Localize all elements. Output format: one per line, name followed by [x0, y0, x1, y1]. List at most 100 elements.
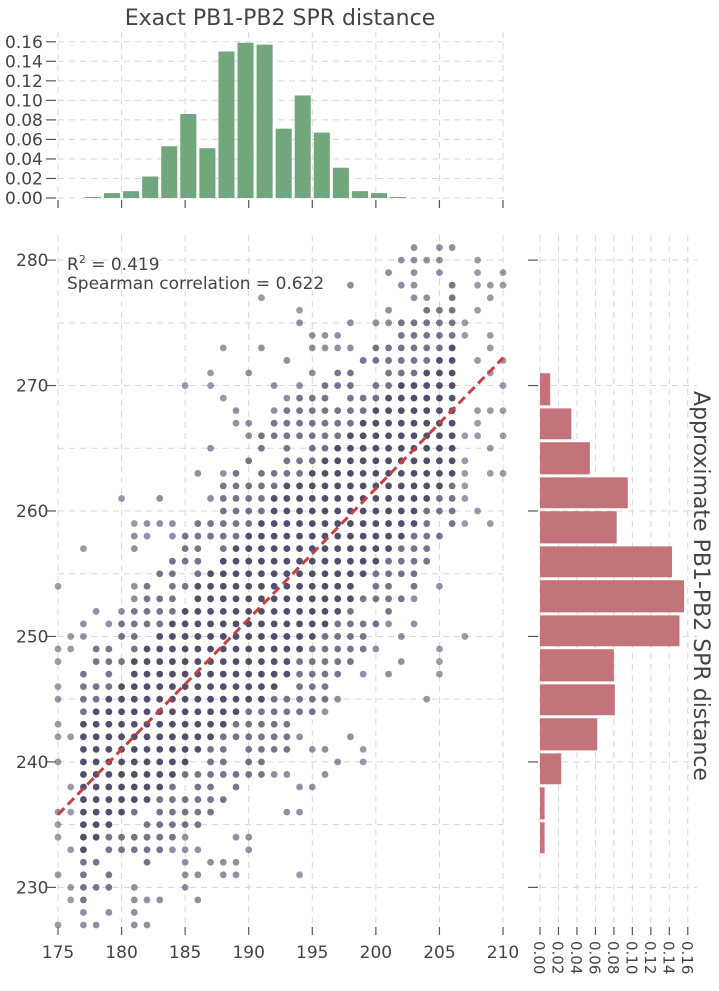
scatter-point — [67, 846, 75, 854]
scatter-point — [308, 645, 316, 653]
scatter-point — [385, 457, 392, 465]
scatter-point — [334, 407, 342, 415]
scatter-point — [232, 570, 240, 578]
scatter-point — [499, 281, 507, 289]
scatter-point — [448, 444, 456, 452]
scatter-point — [283, 545, 291, 553]
scatter-point — [232, 520, 240, 527]
scatter-point — [258, 294, 265, 302]
scatter-point — [232, 495, 240, 502]
scatter-point — [92, 883, 100, 891]
scatter-point — [308, 570, 316, 578]
scatter-point — [359, 745, 367, 753]
scatter-point — [321, 607, 329, 615]
scatter-point — [308, 331, 316, 339]
scatter-point — [270, 695, 278, 703]
scatter-point — [308, 670, 316, 678]
scatter-point — [270, 495, 278, 502]
scatter-point — [54, 720, 62, 728]
scatter-point — [54, 582, 62, 590]
scatter-point — [334, 469, 342, 477]
scatter-point — [219, 708, 227, 716]
scatter-point — [474, 269, 481, 277]
scatter-point — [436, 382, 443, 389]
scatter-point — [245, 645, 253, 653]
right-histogram-bar — [540, 753, 562, 785]
right-x-tick-label: 0.00 — [530, 941, 548, 974]
scatter-point — [105, 796, 113, 803]
scatter-point — [448, 281, 456, 289]
scatter-point — [436, 432, 443, 440]
scatter-point — [296, 457, 303, 465]
scatter-point — [499, 382, 507, 389]
scatter-point — [410, 620, 418, 628]
scatter-point — [130, 645, 138, 653]
scatter-point — [258, 495, 265, 502]
scatter-point — [54, 871, 62, 879]
scatter-point — [80, 771, 87, 778]
scatter-point — [245, 532, 253, 540]
scatter-point — [410, 469, 418, 477]
scatter-point — [130, 532, 138, 540]
right-histogram-bar — [540, 615, 680, 647]
scatter-point — [181, 532, 189, 540]
scatter-point — [283, 394, 291, 402]
scatter-point — [143, 670, 151, 678]
top-histogram-bar — [199, 148, 216, 198]
scatter-point — [80, 745, 87, 753]
scatter-point — [258, 595, 265, 603]
scatter-point — [232, 658, 240, 665]
scatter-point — [283, 557, 291, 565]
scatter-point — [486, 294, 494, 302]
scatter-point — [410, 369, 418, 377]
scatter-point — [156, 570, 164, 578]
scatter-point — [105, 846, 113, 854]
scatter-point — [92, 733, 100, 741]
scatter-point — [270, 645, 278, 653]
top-histogram-bar — [351, 191, 368, 198]
right-histogram-bar — [540, 408, 572, 440]
r-squared-label: R — [67, 255, 79, 275]
scatter-point — [334, 695, 342, 703]
scatter-point — [448, 244, 456, 251]
scatter-point — [156, 633, 164, 640]
scatter-point — [436, 357, 443, 364]
scatter-point — [118, 808, 125, 816]
scatter-point — [347, 633, 354, 640]
right-histogram-bar — [540, 580, 685, 613]
scatter-point — [80, 796, 87, 803]
scatter-point — [130, 808, 138, 816]
scatter-point — [232, 545, 240, 553]
scatter-point — [296, 469, 303, 477]
right-histogram-bar — [540, 546, 673, 578]
scatter-point — [245, 419, 253, 427]
scatter-point — [219, 858, 227, 866]
scatter-point — [219, 720, 227, 728]
scatter-y-tick-label: 270 — [16, 377, 48, 397]
scatter-point — [436, 331, 443, 339]
scatter-point — [296, 733, 303, 741]
right-x-tick-label: 0.10 — [622, 941, 640, 974]
scatter-point — [385, 582, 392, 590]
scatter-point — [156, 658, 164, 665]
scatter-point — [308, 532, 316, 540]
scatter-point — [194, 821, 202, 829]
scatter-point — [474, 306, 481, 314]
scatter-point — [67, 783, 75, 791]
scatter-point — [181, 720, 189, 728]
scatter-point — [423, 520, 431, 527]
scatter-point — [474, 419, 481, 427]
scatter-point — [270, 708, 278, 716]
scatter-x-tick-label: 185 — [169, 943, 201, 963]
scatter-point — [130, 833, 138, 841]
top-histogram-bar — [390, 197, 407, 198]
scatter-point — [372, 394, 380, 402]
scatter-point — [359, 482, 367, 490]
scatter-point — [181, 745, 189, 753]
scatter-point — [474, 281, 481, 289]
scatter-point — [181, 607, 189, 615]
scatter-point — [385, 407, 392, 415]
scatter-point — [359, 758, 367, 766]
scatter-point — [92, 708, 100, 716]
scatter-point — [347, 369, 354, 377]
